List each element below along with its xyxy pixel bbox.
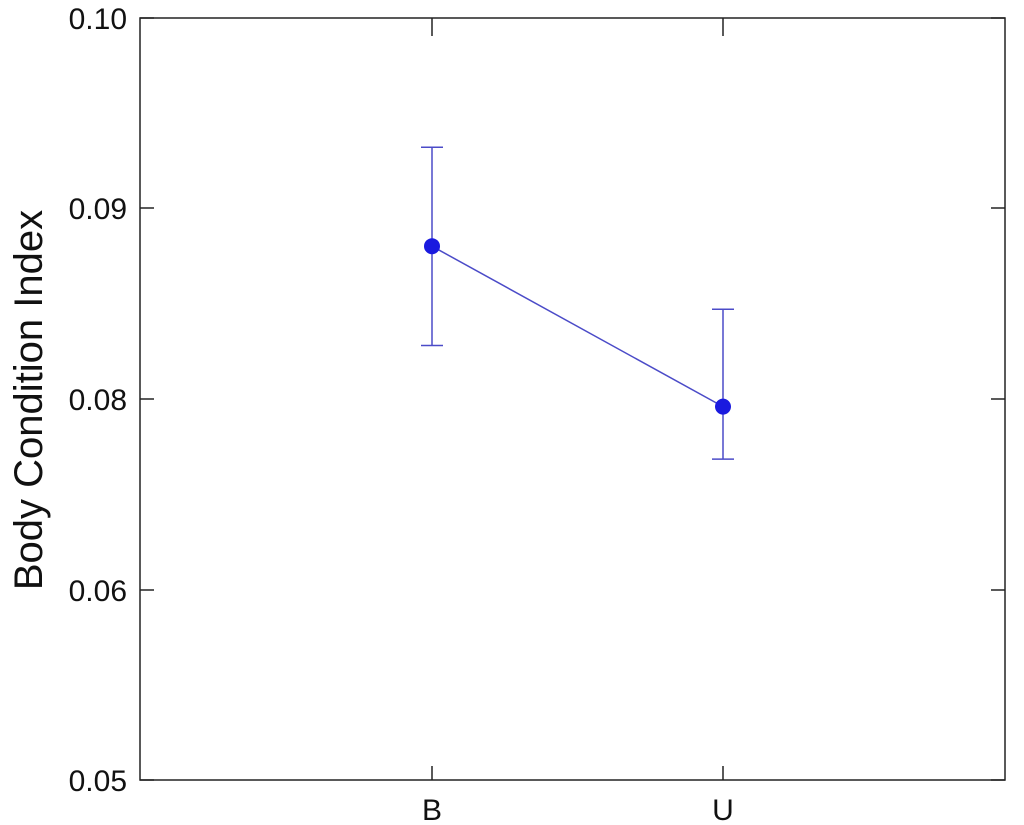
series-line bbox=[431, 245, 724, 408]
data-point bbox=[715, 398, 731, 415]
y-axis-label: Body Condition Index bbox=[7, 210, 51, 590]
y-tick-label: 0.05 bbox=[69, 765, 127, 798]
plot-frame bbox=[139, 17, 1006, 781]
y-tick-labels: 0.05 0.06 0.08 0.09 0.10 bbox=[69, 3, 127, 798]
y-tick-label: 0.08 bbox=[69, 384, 127, 417]
y-tick-label: 0.06 bbox=[69, 575, 127, 608]
data-point bbox=[424, 238, 440, 255]
axes bbox=[139, 17, 1006, 781]
x-tick-label: B bbox=[422, 794, 442, 825]
y-tick-label: 0.10 bbox=[69, 3, 127, 36]
x-tick-label: U bbox=[712, 794, 734, 825]
series bbox=[421, 146, 734, 460]
tick-marks bbox=[140, 17, 1005, 781]
y-tick-label: 0.09 bbox=[69, 193, 127, 226]
